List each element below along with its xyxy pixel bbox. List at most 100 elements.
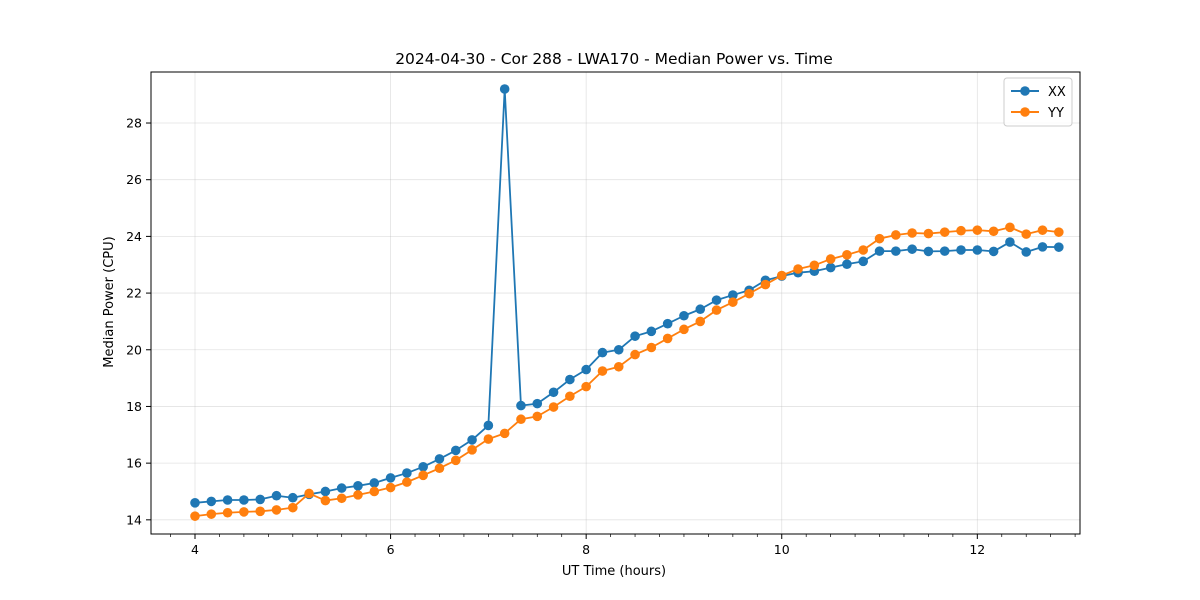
data-point-xx xyxy=(1037,242,1048,252)
data-point-yy xyxy=(499,428,510,439)
data-point-xx xyxy=(581,364,591,375)
x-tick-label: 4 xyxy=(191,542,199,557)
data-point-yy xyxy=(1021,229,1032,239)
data-point-yy xyxy=(776,270,787,281)
data-point-xx xyxy=(597,347,608,358)
minor-ticks xyxy=(170,534,1076,537)
data-point-xx xyxy=(662,318,673,329)
data-point-yy xyxy=(874,233,885,244)
data-point-yy xyxy=(532,411,543,422)
data-point-yy xyxy=(271,505,282,515)
data-point-xx xyxy=(222,495,233,505)
data-point-yy xyxy=(239,507,249,517)
data-point-xx xyxy=(467,435,477,445)
data-point-yy xyxy=(613,361,624,372)
y-tick-label: 24 xyxy=(126,229,142,244)
data-point-yy xyxy=(516,414,526,425)
x-tick-label: 6 xyxy=(387,542,395,557)
data-point-yy xyxy=(662,333,673,344)
data-point-yy xyxy=(760,279,771,290)
data-point-yy xyxy=(418,470,428,481)
data-point-xx xyxy=(271,490,282,501)
data-point-xx xyxy=(825,262,836,273)
data-point-xx xyxy=(255,494,266,505)
data-point-xx xyxy=(630,331,640,341)
y-tick-label: 22 xyxy=(126,286,142,301)
legend-label-xx: XX xyxy=(1048,85,1066,100)
data-point-yy xyxy=(190,511,200,521)
data-point-xx xyxy=(613,344,624,355)
data-point-yy xyxy=(842,250,852,260)
data-point-yy xyxy=(548,402,559,412)
data-point-xx xyxy=(190,498,200,508)
data-point-yy xyxy=(891,230,901,240)
data-point-xx xyxy=(239,495,249,505)
data-point-yy xyxy=(1037,225,1048,235)
data-point-xx xyxy=(336,483,347,493)
data-point-xx xyxy=(516,400,526,411)
data-point-xx xyxy=(679,310,689,321)
data-point-xx xyxy=(842,259,852,269)
y-tick-label: 14 xyxy=(126,512,142,527)
data-point-xx xyxy=(483,420,494,431)
data-point-xx xyxy=(532,398,543,409)
data-point-xx xyxy=(939,246,950,256)
data-point-xx xyxy=(499,84,510,94)
data-point-yy xyxy=(287,502,298,513)
data-point-yy xyxy=(809,260,820,271)
data-point-xx xyxy=(565,374,575,385)
data-point-yy xyxy=(972,225,983,235)
data-point-xx xyxy=(369,478,380,488)
data-point-yy xyxy=(793,264,803,274)
data-point-yy xyxy=(825,254,836,264)
data-point-yy xyxy=(304,488,314,499)
data-point-yy xyxy=(1054,227,1064,237)
data-point-yy xyxy=(988,226,999,237)
data-point-yy xyxy=(630,349,640,360)
data-point-yy xyxy=(565,391,575,402)
data-point-xx xyxy=(874,246,885,256)
series-layer xyxy=(190,84,1064,521)
data-point-xx xyxy=(320,486,331,497)
y-tick-label: 16 xyxy=(126,456,142,471)
data-point-xx xyxy=(907,244,917,254)
data-point-yy xyxy=(450,455,461,466)
legend-marker-xx xyxy=(1020,86,1030,96)
x-tick-label: 12 xyxy=(969,542,985,557)
data-point-xx xyxy=(988,246,999,257)
data-point-yy xyxy=(679,324,689,335)
y-tick-label: 28 xyxy=(126,116,142,131)
legend-marker-yy xyxy=(1020,107,1030,117)
data-point-yy xyxy=(939,227,950,237)
data-point-xx xyxy=(385,473,396,483)
y-tick-label: 18 xyxy=(126,399,142,414)
data-point-xx xyxy=(434,454,445,464)
data-point-yy xyxy=(597,366,608,376)
data-point-yy xyxy=(858,245,869,255)
data-point-yy xyxy=(956,225,966,236)
data-point-xx xyxy=(646,326,657,337)
y-axis-label: Median Power (CPU) xyxy=(102,236,117,367)
data-point-yy xyxy=(711,305,722,315)
data-point-yy xyxy=(385,482,396,493)
data-point-yy xyxy=(581,381,591,392)
data-point-xx xyxy=(695,304,706,315)
series-yy xyxy=(190,222,1064,521)
data-point-yy xyxy=(206,509,217,519)
x-tick-label: 10 xyxy=(774,542,790,557)
y-axis-ticks: 14 16 18 20 22 24 26 28 xyxy=(126,116,151,527)
data-point-yy xyxy=(434,463,445,474)
data-point-yy xyxy=(907,228,917,238)
y-tick-label: 26 xyxy=(126,172,142,187)
data-point-yy xyxy=(483,434,494,444)
data-point-yy xyxy=(744,288,754,299)
data-point-yy xyxy=(695,316,706,327)
data-point-xx xyxy=(711,295,722,305)
data-point-yy xyxy=(255,506,266,517)
data-point-xx xyxy=(891,246,901,256)
data-point-xx xyxy=(728,290,738,300)
data-point-yy xyxy=(336,493,347,504)
data-point-xx xyxy=(548,387,559,398)
